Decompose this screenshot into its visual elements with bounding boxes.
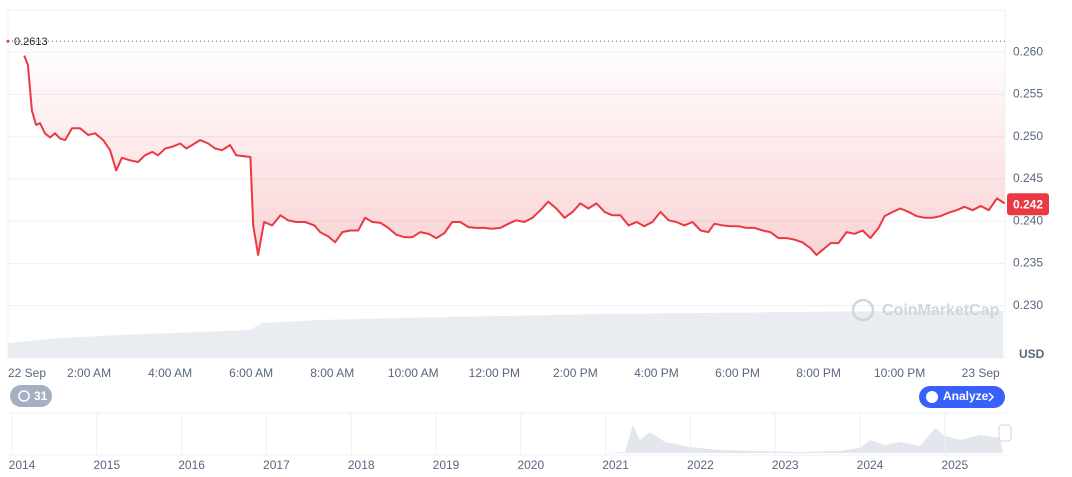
x-tick-label: 2:00 AM [67,366,111,380]
x-tick-label: 4:00 PM [634,366,679,380]
navigator-year: 2016 [178,458,205,472]
y-tick-label: 0.250 [1013,129,1043,143]
navigator[interactable] [8,412,1012,456]
navigator-years: 2014 2015 2016 2017 2018 2019 2020 2021 2022 2023… [9,413,968,472]
price-line [23,55,1006,256]
x-tick-label: 10:00 AM [388,366,439,380]
navigator-year: 2024 [857,458,884,472]
navigator-year: 2015 [93,458,120,472]
navigator-year: 2020 [517,458,544,472]
navigator-year: 2018 [348,458,375,472]
y-tick-label: 0.230 [1013,298,1043,312]
x-tick-label: 6:00 PM [715,366,760,380]
badge-bg [10,385,52,407]
x-tick-label: 2:00 PM [553,366,598,380]
button-bg [919,386,1005,408]
y-tick-label: 0.260 [1013,44,1043,58]
last-price-label: 0.242 [1013,197,1043,211]
last-price-tag [1007,193,1049,216]
price-area [24,41,1005,255]
navigator-year: 2019 [433,458,460,472]
y-tick-label: 0.240 [1013,213,1043,227]
y-tick-label: 0.255 [1013,87,1043,101]
navigator-year: 2014 [9,458,36,472]
y-tick-label: 0.245 [1013,171,1043,185]
watermark-text: CoinMarketCap [882,302,1000,319]
navigator-year: 2017 [263,458,290,472]
navigator-year: 2025 [941,458,968,472]
watermark-logo [851,298,875,322]
x-tick-label: 8:00 AM [310,366,354,380]
navigator-year: 2021 [602,458,629,472]
navigator-year: 2023 [772,458,799,472]
x-tick-label: 8:00 PM [796,366,841,380]
history-badge[interactable]: 31 [10,385,52,407]
x-tick-label: 23 Sep [962,366,1000,380]
badge-text: 31 [34,389,48,403]
button-text: Analyze [943,389,989,403]
x-tick-label: 22 Sep [8,366,46,380]
x-tick-label: 6:00 AM [229,366,273,380]
x-tick-label: 10:00 PM [874,366,925,380]
volume-area [8,311,1003,358]
analyze-button[interactable]: Analyze [919,386,1005,408]
badge-icon [18,390,30,402]
y-tick-label: 0.235 [1013,256,1043,270]
button-chevron [988,392,995,402]
navigator-handle[interactable] [998,424,1012,442]
navigator-year: 2022 [687,458,714,472]
button-icon [926,391,938,403]
navigator-area [605,425,1003,453]
watermark: CoinMarketCap [851,298,1000,322]
y-unit: USD [1019,347,1045,361]
x-tick-label: 12:00 PM [469,366,520,380]
high-dot [6,39,10,43]
x-tick-label: 4:00 AM [148,366,192,380]
